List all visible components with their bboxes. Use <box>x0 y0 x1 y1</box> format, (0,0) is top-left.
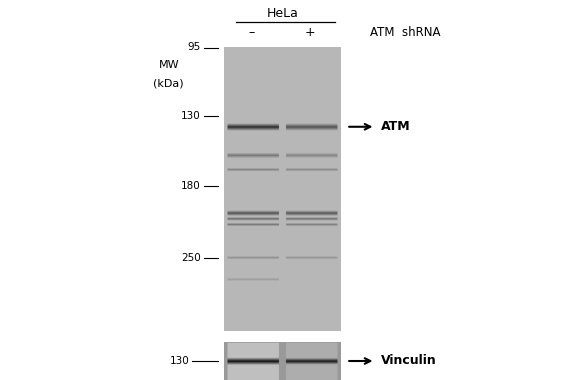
Text: (kDa): (kDa) <box>154 79 184 89</box>
Text: +: + <box>304 26 315 39</box>
Text: –: – <box>249 26 254 39</box>
Text: 180: 180 <box>181 181 201 191</box>
Text: 250: 250 <box>181 253 201 263</box>
Text: ATM  shRNA: ATM shRNA <box>370 26 440 39</box>
Text: ATM: ATM <box>381 120 411 133</box>
Text: 95: 95 <box>187 43 201 52</box>
Text: 130: 130 <box>169 356 189 366</box>
Text: 130: 130 <box>181 111 201 120</box>
Text: HeLa: HeLa <box>267 7 298 20</box>
Text: Vinculin: Vinculin <box>381 355 437 367</box>
Bar <box>224 342 340 380</box>
FancyBboxPatch shape <box>224 48 340 331</box>
Text: MW: MW <box>158 60 179 70</box>
